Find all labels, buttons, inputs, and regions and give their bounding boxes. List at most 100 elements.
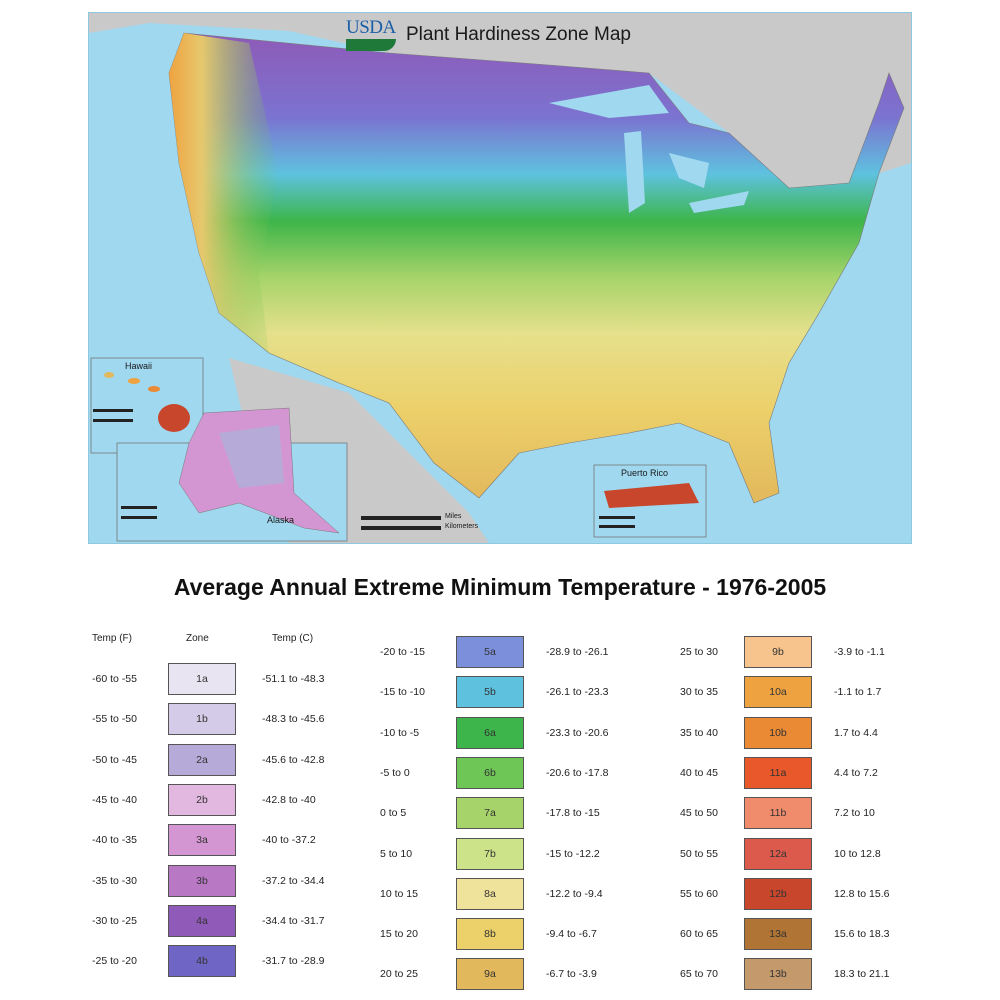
zone-swatch: 3a: [168, 824, 236, 857]
zone-temp-f: 40 to 45: [680, 766, 718, 779]
map-graphic: [89, 13, 911, 543]
zone-swatch: 12a: [744, 837, 812, 870]
zone-temp-c: -45.6 to -42.8: [262, 753, 325, 766]
lake-erie: [689, 191, 749, 213]
zone-swatch: 4b: [168, 945, 236, 978]
zone-temp-c: -23.3 to -20.6: [546, 726, 609, 739]
zone-temp-f: 30 to 35: [680, 686, 718, 699]
map-title: Plant Hardiness Zone Map: [406, 24, 631, 45]
zone-swatch: 5b: [456, 676, 524, 709]
zone-swatch: 13a: [744, 918, 812, 951]
zone-temp-f: 65 to 70: [680, 968, 718, 981]
zone-temp-f: -60 to -55: [92, 673, 137, 685]
zone-temp-c: 4.4 to 7.2: [834, 766, 878, 779]
zone-temp-c: -6.7 to -3.9: [546, 968, 597, 981]
hawaii-label: Hawaii: [125, 361, 153, 371]
zone-temp-c: -40 to -37.2: [262, 834, 316, 847]
zone-temp-c: -3.9 to -1.1: [834, 646, 885, 658]
zone-temp-c: -37.2 to -34.4: [262, 874, 325, 887]
zone-temp-c: -15 to -12.2: [546, 847, 600, 860]
zone-swatch: 4a: [168, 904, 236, 937]
zone-temp-c: 1.7 to 4.4: [834, 726, 878, 739]
zone-swatch: 7a: [456, 797, 524, 830]
zone-temp-f: 25 to 30: [680, 646, 718, 658]
zone-temp-c: -12.2 to -9.4: [546, 887, 603, 900]
zone-temp-f: 5 to 10: [380, 847, 413, 860]
zone-swatch: 8b: [456, 918, 524, 951]
usda-logo: USDA: [344, 17, 398, 53]
zone-temp-f: -50 to -45: [92, 753, 137, 766]
zone-swatch: 12b: [744, 877, 812, 910]
zone-swatch: 6b: [456, 756, 524, 789]
zone-temp-f: -25 to -20: [92, 955, 137, 968]
zone-swatch: 9b: [744, 636, 812, 668]
zone-temp-c: -9.4 to -6.7: [546, 928, 597, 941]
canada-land: [89, 13, 911, 188]
header-temp-c: Temp (C): [272, 633, 314, 644]
zone-temp-c: -31.7 to -28.9: [262, 955, 325, 968]
zone-temp-f: 35 to 40: [680, 726, 718, 739]
zone-temp-f: 55 to 60: [680, 887, 718, 900]
zone-temp-c: -26.1 to -23.3: [546, 686, 609, 699]
zone-temp-f: 50 to 55: [680, 847, 718, 860]
lake-huron: [669, 153, 709, 188]
zone-temp-c: -48.3 to -45.6: [262, 713, 325, 726]
zone-swatch: 3b: [168, 864, 236, 897]
zone-temp-f: -10 to -5: [380, 726, 420, 739]
usda-logo-text: USDA: [346, 17, 396, 38]
zone-temp-c: 15.6 to 18.3: [834, 928, 890, 941]
lake-superior: [549, 85, 669, 118]
usda-swoosh-icon: [346, 39, 396, 51]
zone-temp-c: 18.3 to 21.1: [834, 968, 890, 981]
zone-temp-f: 0 to 5: [380, 807, 407, 820]
header-temp-f: Temp (F): [92, 633, 132, 644]
zone-swatch: 1b: [168, 703, 236, 736]
zone-swatch: 11a: [744, 756, 812, 789]
zone-temp-f: -40 to -35: [92, 834, 137, 847]
zone-temp-c: -17.8 to -15: [546, 807, 600, 820]
puerto-rico-label: Puerto Rico: [621, 468, 669, 478]
zone-swatch: 11b: [744, 797, 812, 830]
zone-temp-c: -34.4 to -31.7: [262, 914, 325, 927]
zone-temp-c: -51.1 to -48.3: [262, 673, 325, 685]
hardiness-map: USDA Plant Hardiness Zone Map Hawaii Ala…: [88, 12, 912, 544]
zone-swatch: 8a: [456, 877, 524, 910]
zone-temp-f: 20 to 25: [380, 968, 418, 981]
header-zone: Zone: [186, 633, 209, 644]
map-header: USDA Plant Hardiness Zone Map: [344, 15, 631, 55]
zone-swatch: 6a: [456, 716, 524, 749]
zone-temp-c: -42.8 to -40: [262, 793, 316, 806]
zone-swatch: 13b: [744, 958, 812, 991]
zone-swatch: 10a: [744, 676, 812, 709]
zone-temp-c: -1.1 to 1.7: [834, 686, 882, 699]
zone-swatch: 9a: [456, 958, 524, 991]
zone-swatch: 5a: [456, 636, 524, 668]
lake-michigan: [624, 131, 645, 213]
contiguous-us: [168, 32, 905, 504]
zone-temp-c: 7.2 to 10: [834, 807, 875, 820]
puerto-rico-land: [604, 483, 699, 508]
zone-temp-c: -28.9 to -26.1: [546, 646, 609, 658]
zone-swatch: 7b: [456, 837, 524, 870]
legend-title: Average Annual Extreme Minimum Temperatu…: [173, 574, 827, 600]
scale-km-label: Kilometers: [445, 523, 479, 530]
zone-temp-f: 45 to 50: [680, 807, 718, 820]
zone-swatch: 1a: [168, 663, 236, 695]
zone-temp-f: 10 to 15: [380, 887, 418, 900]
alaska-label: Alaska: [267, 515, 295, 525]
zone-swatch: 2a: [168, 743, 236, 776]
zone-temp-c: -20.6 to -17.8: [546, 766, 609, 779]
zone-temp-c: 10 to 12.8: [834, 847, 881, 860]
scale-miles-label: Miles: [445, 513, 462, 520]
zone-temp-f: -45 to -40: [92, 793, 137, 806]
zone-temp-f: -20 to -15: [380, 646, 425, 658]
zone-temp-f: -5 to 0: [380, 766, 410, 779]
west-coast-zones: [169, 33, 279, 353]
zone-temp-f: -30 to -25: [92, 914, 137, 927]
zone-temp-f: 15 to 20: [380, 928, 418, 941]
zone-temp-f: 60 to 65: [680, 928, 718, 941]
zone-swatch: 10b: [744, 716, 812, 749]
zone-temp-f: -55 to -50: [92, 713, 137, 726]
zone-temp-f: -15 to -10: [380, 686, 425, 699]
zone-swatch: 2b: [168, 783, 236, 816]
